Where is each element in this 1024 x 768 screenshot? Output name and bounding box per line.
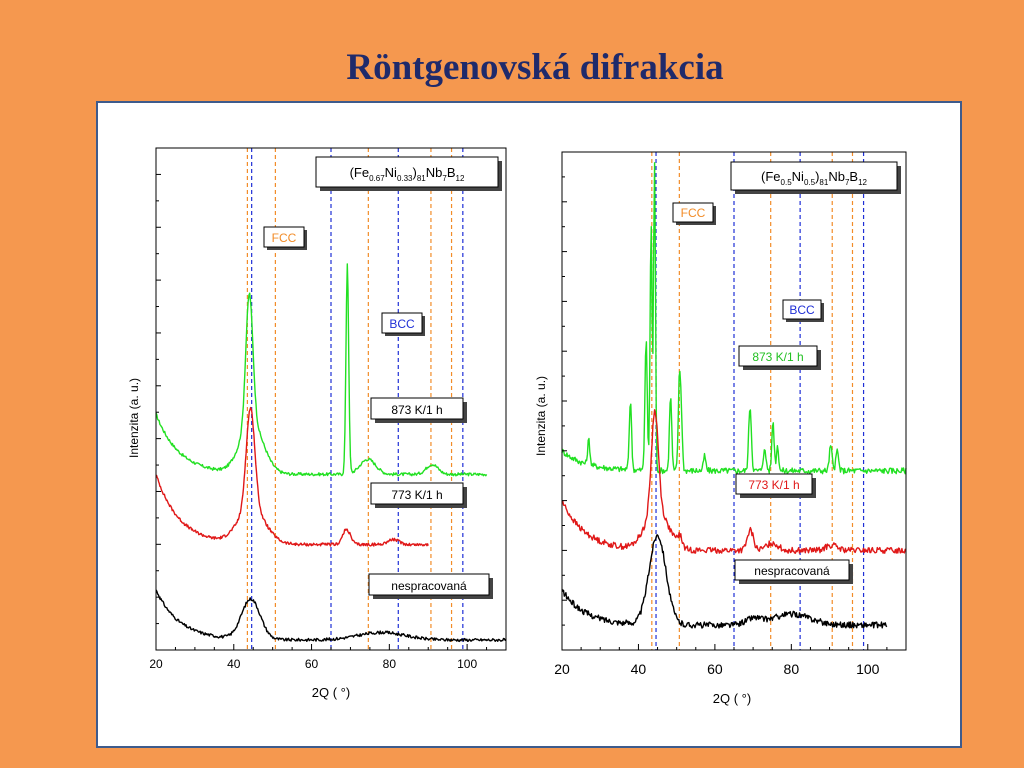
svg-text:873 K/1 h: 873 K/1 h — [391, 403, 442, 417]
x-ticks-right: 20 40 60 80 100 — [554, 644, 907, 677]
x-tick-label: 20 — [554, 661, 570, 677]
svg-text:(Fe0.5Ni0.5)81Nb7B12: (Fe0.5Ni0.5)81Nb7B12 — [761, 169, 867, 187]
series-line-red — [155, 406, 429, 547]
x-tick-label: 40 — [227, 657, 241, 671]
xrd-chart-right: 20 40 60 80 100 2Q ( °) Intenzita (a. u.) (F… — [534, 151, 907, 706]
x-tick-label: 60 — [707, 661, 723, 677]
svg-text:FCC: FCC — [681, 206, 706, 220]
svg-text:BCC: BCC — [789, 303, 815, 317]
composition-text: (Fe — [350, 165, 370, 180]
x-axis-label-right: 2Q ( °) — [713, 691, 751, 706]
fcc-label-left: FCC — [263, 226, 307, 250]
y-axis-label-right: Intenzita (a. u.) — [534, 376, 548, 456]
series-line-red — [562, 409, 907, 554]
composition-box-right: (Fe0.5Ni0.5)81Nb7B12 — [730, 161, 901, 194]
label-nespracovana-right: nespracovaná — [734, 559, 853, 584]
svg-text:773 K/1 h: 773 K/1 h — [391, 488, 442, 502]
x-tick-label: 80 — [784, 661, 800, 677]
y-axis-label-left: Intenzita (a. u.) — [127, 378, 141, 458]
x-tick-label: 80 — [383, 657, 397, 671]
series-line-green — [155, 263, 488, 477]
svg-text:873 K/1 h: 873 K/1 h — [752, 350, 803, 364]
series-line-black — [155, 589, 507, 643]
svg-text:(Fe0.67Ni0.33)81Nb7B12: (Fe0.67Ni0.33)81Nb7B12 — [350, 165, 465, 183]
svg-text:nespracovaná: nespracovaná — [754, 564, 830, 578]
series-line-green — [561, 162, 907, 475]
x-tick-label: 60 — [305, 657, 319, 671]
fcc-label-right: FCC — [672, 202, 716, 225]
x-ticks-left: 20 40 60 80 100 — [149, 644, 507, 671]
label-773-right: 773 K/1 h — [735, 473, 816, 498]
x-tick-label: 20 — [149, 657, 163, 671]
figure-frame — [96, 101, 962, 748]
x-axis-label-left: 2Q ( °) — [312, 685, 350, 700]
series-right — [561, 162, 907, 629]
x-tick-label: 100 — [856, 661, 880, 677]
slide-title: Röntgenovská difrakcia — [346, 47, 724, 88]
label-773-left: 773 K/1 h — [370, 482, 467, 508]
series-line-black — [561, 534, 888, 629]
xrd-chart-left: 20 40 60 80 100 2Q ( °) Intenzita (a. u.) (F… — [127, 147, 507, 700]
composition-text: (Fe — [761, 169, 781, 184]
bcc-label-right: BCC — [782, 299, 824, 322]
composition-box-left: (Fe0.67Ni0.33)81Nb7B12 — [315, 156, 502, 191]
series-left — [155, 263, 507, 643]
y-ticks-left — [156, 147, 161, 651]
svg-text:773 K/1 h: 773 K/1 h — [748, 478, 799, 492]
x-tick-label: 40 — [631, 661, 647, 677]
svg-text:nespracovaná: nespracovaná — [391, 579, 467, 593]
svg-text:FCC: FCC — [272, 231, 297, 245]
label-nespracovana-left: nespracovaná — [368, 573, 493, 599]
bcc-label-left: BCC — [381, 312, 425, 336]
y-ticks-right — [562, 151, 567, 651]
label-873-right: 873 K/1 h — [738, 345, 821, 370]
x-tick-label: 100 — [457, 657, 477, 671]
label-873-left: 873 K/1 h — [370, 397, 467, 423]
svg-text:BCC: BCC — [389, 317, 415, 331]
